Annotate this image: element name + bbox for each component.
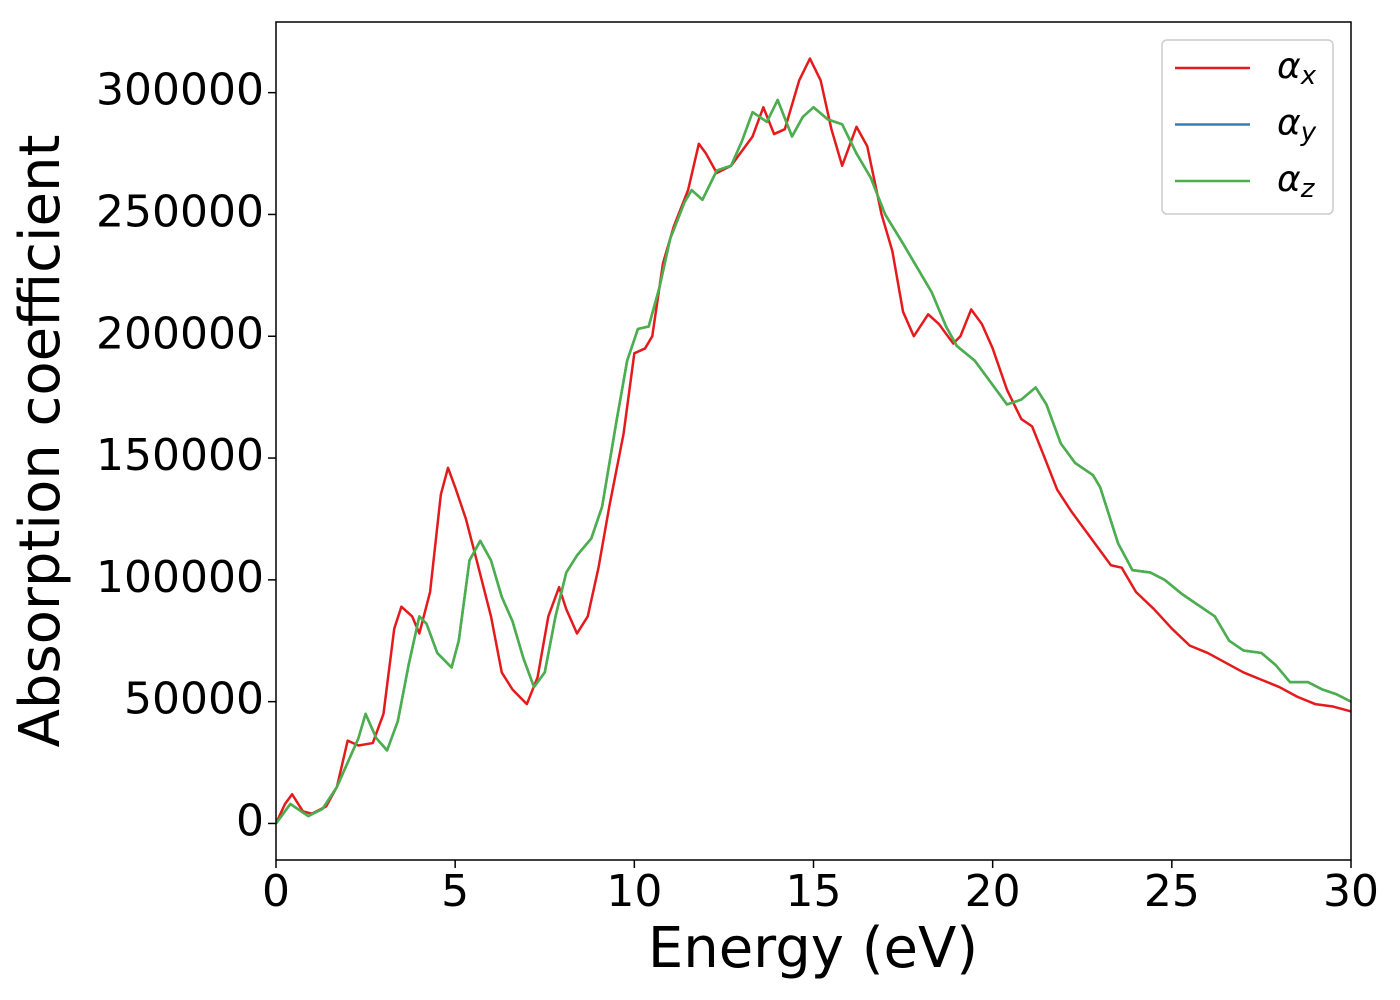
- y-tick-label: 0: [236, 795, 264, 846]
- x-tick-label: 0: [262, 866, 290, 917]
- y-tick-label: 50000: [124, 674, 264, 725]
- x-tick-label: 15: [786, 866, 842, 917]
- plot-frame: [275, 21, 1352, 861]
- x-tick-label: 5: [441, 866, 469, 917]
- series-line: [276, 98, 1351, 825]
- x-tick-label: 20: [965, 866, 1021, 917]
- y-tick-label: 150000: [96, 430, 264, 481]
- y-tick-label: 250000: [96, 186, 264, 237]
- x-tick-label: 25: [1144, 866, 1200, 917]
- x-tick-label: 30: [1323, 866, 1379, 917]
- y-axis-label: Absorption coefficient: [8, 135, 73, 748]
- y-tick-label: 100000: [96, 552, 264, 603]
- y-tick-label: 300000: [96, 65, 264, 116]
- legend-box: [1161, 39, 1334, 215]
- legend-label: αy: [1277, 103, 1317, 148]
- x-tick-label: 10: [606, 866, 662, 917]
- series-line: [276, 57, 1351, 824]
- legend-label: αz: [1277, 159, 1316, 204]
- legend-label: αx: [1277, 46, 1317, 91]
- y-tick-label: 200000: [96, 308, 264, 359]
- x-axis-label: Energy (eV): [648, 916, 978, 981]
